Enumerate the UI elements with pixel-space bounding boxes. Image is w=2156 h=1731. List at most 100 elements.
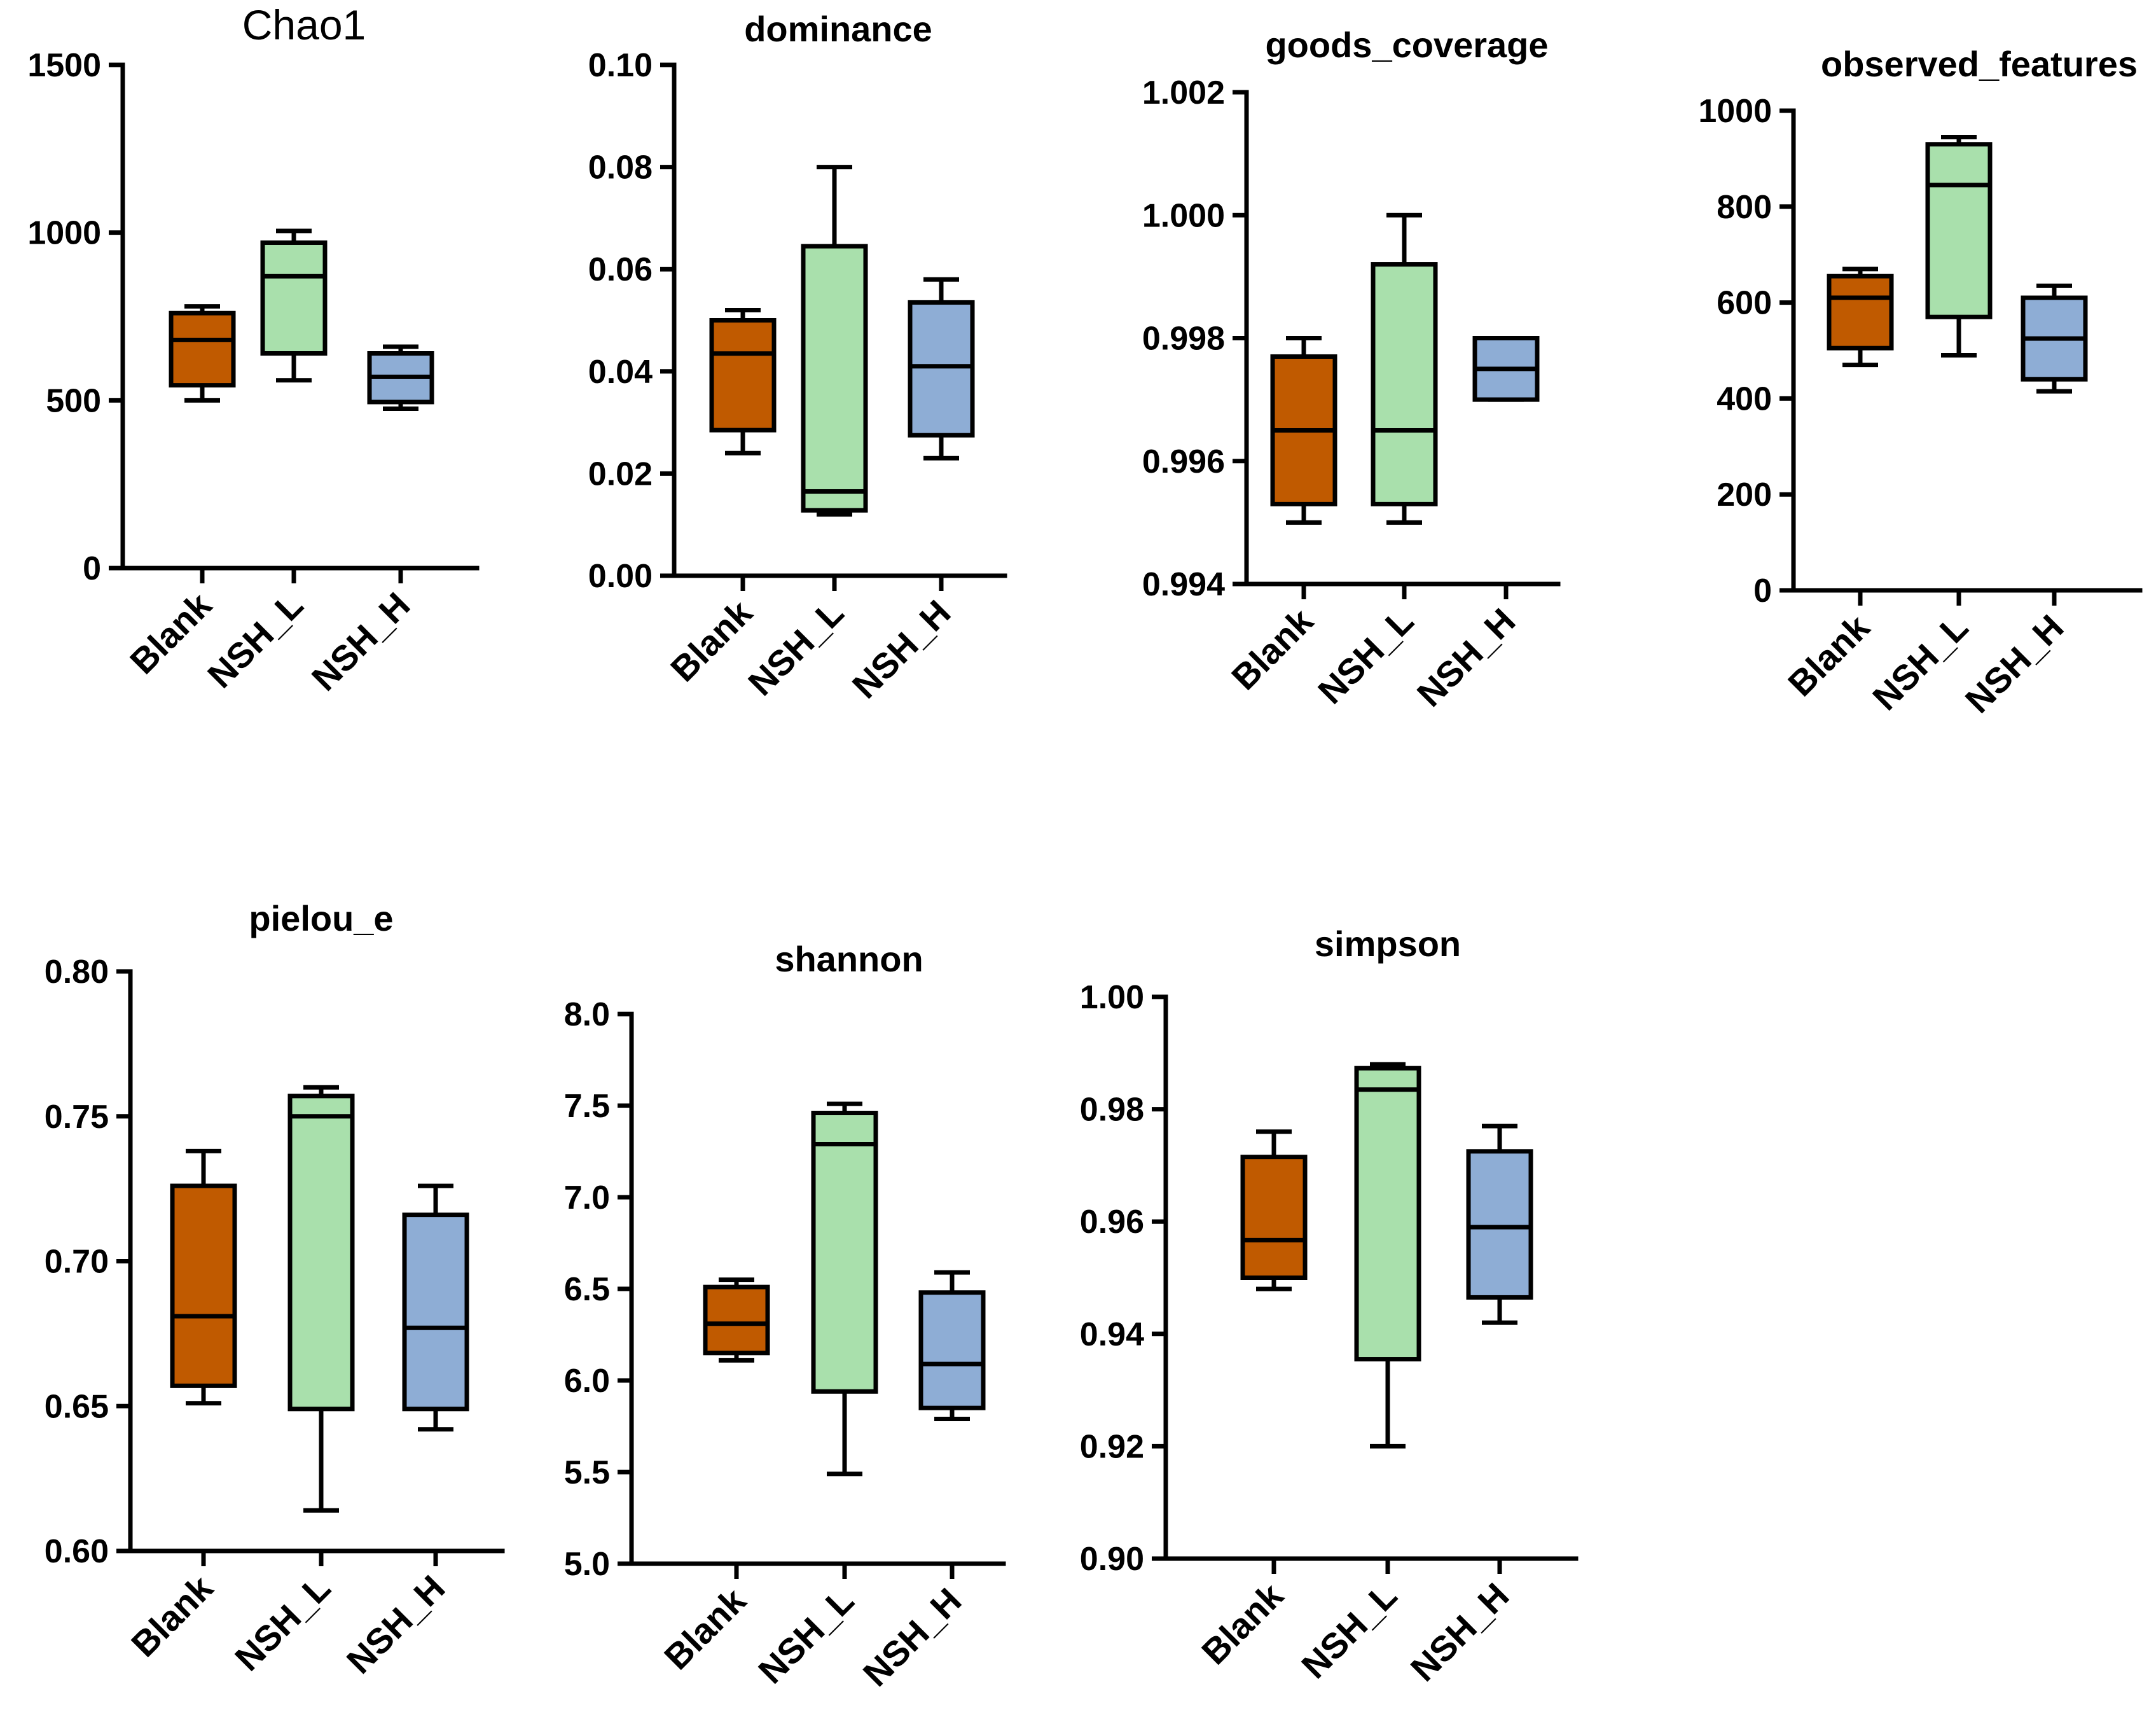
y-tick-label: 8.0 [564, 996, 610, 1033]
y-tick-label: 6.0 [564, 1363, 610, 1400]
x-category-label: NSH_L [1310, 601, 1421, 711]
iqr-box [1354, 1066, 1421, 1362]
iqr-box [260, 240, 328, 356]
y-tick-label: 7.0 [564, 1179, 610, 1216]
y-tick-label: 0.94 [1080, 1316, 1144, 1353]
x-category-label: NSH_H [845, 592, 958, 706]
chart-title: shannon [775, 939, 923, 979]
box-nsh-l [811, 1101, 878, 1477]
y-tick-label: 1500 [27, 47, 101, 84]
iqr-box [1466, 1149, 1533, 1300]
y-tick-label: 400 [1717, 380, 1772, 417]
chart-title: observed_features [1821, 44, 2138, 84]
chart-title: Chao1 [242, 1, 366, 48]
y-tick-label: 0.80 [45, 954, 109, 991]
iqr-box [918, 1290, 986, 1410]
y-tick-label: 0.92 [1080, 1428, 1144, 1465]
y-tick-label: 0.10 [588, 47, 653, 84]
y-tick-label: 0.90 [1080, 1541, 1144, 1578]
chart-title: simpson [1315, 924, 1461, 964]
box-nsh-l [801, 165, 868, 517]
box-blank [703, 1277, 770, 1363]
box-nsh-h [1472, 336, 1540, 402]
y-tick-label: 0.04 [588, 354, 653, 391]
y-tick-label: 5.0 [564, 1546, 610, 1583]
y-tick-label: 5.5 [564, 1454, 610, 1491]
y-tick-label: 7.5 [564, 1088, 610, 1125]
x-category-label: NSH_L [1294, 1575, 1404, 1686]
x-category-label: Blank [1224, 600, 1321, 697]
box-nsh-l [1925, 134, 1993, 358]
x-category-label: Blank [656, 1580, 754, 1677]
y-tick-label: 200 [1717, 476, 1772, 513]
box-blank [1270, 336, 1337, 525]
iqr-box [169, 310, 236, 388]
x-category-label: NSH_H [1958, 607, 2071, 721]
box-nsh-h [908, 277, 975, 461]
y-tick-label: 0 [83, 550, 101, 587]
y-tick-label: 500 [46, 382, 101, 419]
panel-observed-features: observed_features02004006008001000BlankN… [1698, 44, 2143, 721]
x-category-label: NSH_H [304, 585, 418, 699]
x-category-label: Blank [1780, 606, 1877, 704]
box-nsh-h [402, 1183, 469, 1432]
x-category-label: NSH_L [1865, 607, 1975, 718]
x-category-label: NSH_L [750, 1580, 861, 1691]
box-blank [170, 1148, 237, 1406]
x-category-label: NSH_H [855, 1580, 969, 1694]
iqr-box [801, 244, 868, 513]
y-tick-label: 0.994 [1142, 566, 1225, 603]
box-nsh-l [1371, 212, 1438, 525]
y-tick-label: 1000 [1698, 93, 1772, 130]
y-tick-label: 600 [1717, 285, 1772, 322]
x-category-label: Blank [123, 1567, 221, 1664]
iqr-box [1925, 142, 1993, 319]
iqr-box [908, 300, 975, 438]
box-nsh-l [1354, 1062, 1421, 1449]
box-nsh-h [918, 1270, 986, 1421]
chart-title: dominance [744, 9, 932, 49]
y-tick-label: 800 [1717, 189, 1772, 226]
box-blank [709, 307, 777, 455]
y-tick-label: 6.5 [564, 1271, 610, 1308]
chart-title: pielou_e [249, 898, 393, 938]
box-nsh-h [1466, 1123, 1533, 1325]
box-blank [169, 304, 236, 403]
y-tick-label: 1000 [27, 215, 101, 252]
box-nsh-l [260, 228, 328, 383]
y-tick-label: 0.996 [1142, 443, 1225, 480]
panel-pielou-e: pielou_e 0.60 0.65 0.70 0.75 0.80 Blank NSH_L NS… [45, 898, 505, 1681]
y-tick-label: 0.65 [45, 1388, 109, 1425]
y-tick-label: 0.998 [1142, 321, 1225, 358]
iqr-box [1240, 1155, 1308, 1281]
iqr-box [287, 1094, 355, 1412]
y-tick-label: 0.75 [45, 1099, 109, 1136]
y-tick-label: 1.000 [1142, 197, 1225, 234]
box-blank [1240, 1129, 1308, 1291]
y-tick-label: 1.00 [1080, 979, 1144, 1016]
panel-dominance: dominance0.000.020.040.060.080.10BlankNS… [588, 9, 1007, 706]
x-category-label: NSH_H [1409, 601, 1523, 714]
x-category-label: NSH_L [740, 592, 851, 703]
iqr-box [402, 1213, 469, 1412]
x-category-label: NSH_H [1403, 1575, 1517, 1689]
box-nsh-l [287, 1085, 355, 1513]
box-nsh-h [367, 344, 434, 412]
box-blank [1827, 267, 1894, 368]
y-tick-label: 1.002 [1142, 74, 1225, 111]
iqr-box [1371, 262, 1438, 506]
box-nsh-h [2021, 283, 2088, 394]
iqr-box [170, 1183, 237, 1388]
panel-shannon: shannon 5.0 5.5 6.0 6.5 7.0 7.5 8.0 BlankNSH_LNS… [564, 939, 1006, 1694]
y-tick-label: 0.70 [45, 1244, 109, 1281]
iqr-box [703, 1284, 770, 1356]
y-tick-label: 0.60 [45, 1533, 109, 1570]
panel-goods-coverage: goods_coverage 0.994 0.996 0.998 1.000 1.002 B… [1142, 25, 1561, 714]
y-tick-label: 0.98 [1080, 1092, 1144, 1129]
y-tick-label: 0 [1753, 573, 1772, 609]
y-tick-label: 0.06 [588, 251, 653, 288]
y-tick-label: 0.96 [1080, 1204, 1144, 1241]
